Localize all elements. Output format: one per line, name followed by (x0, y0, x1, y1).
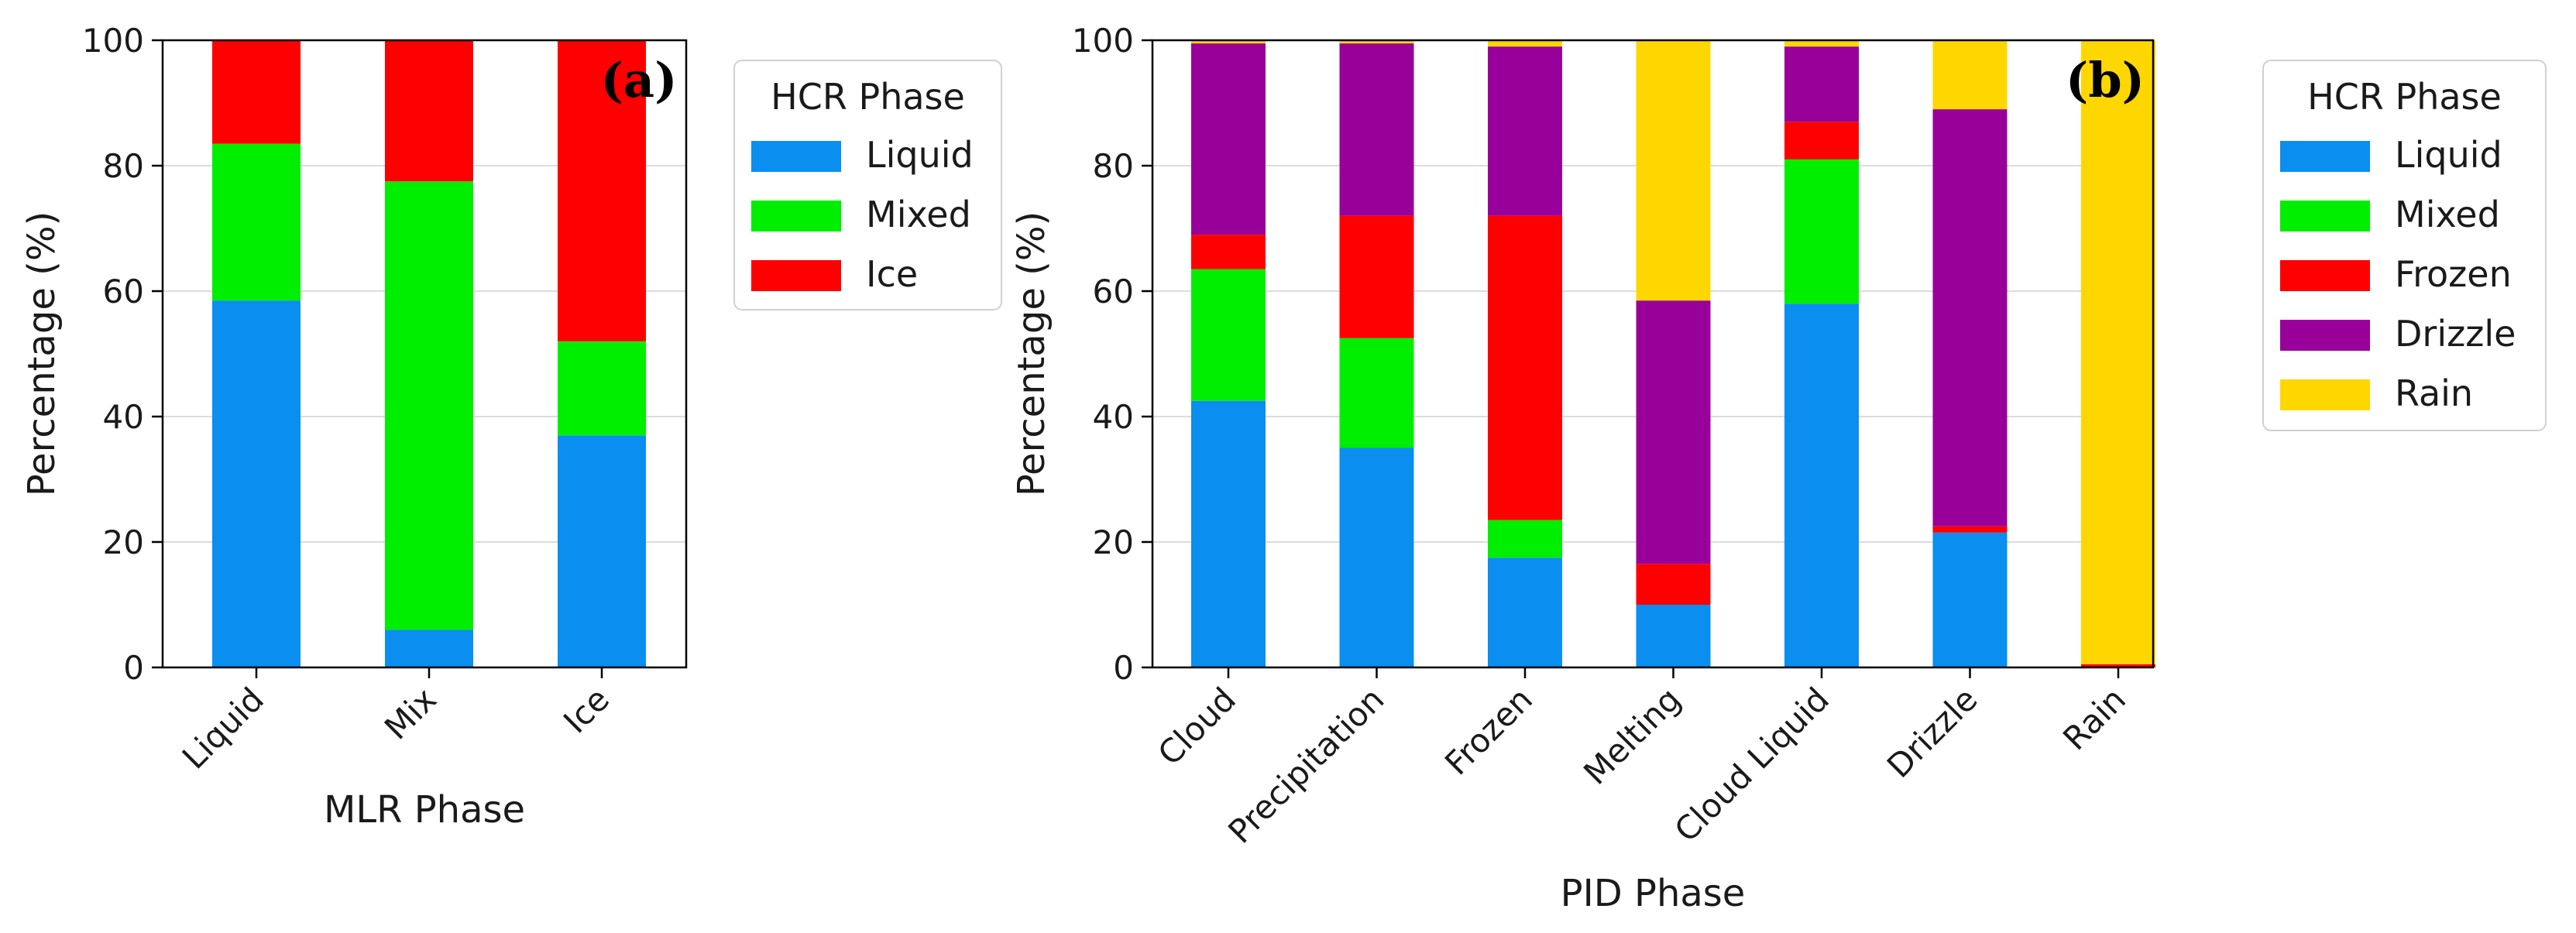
legend-label-mixed: Mixed (2395, 194, 2500, 235)
x-tick-label-rain: Rain (2056, 680, 2133, 757)
bar-ice-mixed (558, 341, 646, 436)
bar-liquid-ice (212, 40, 301, 144)
bar-cloud-liquid-rain (1784, 40, 1859, 47)
bar-drizzle-frozen (1932, 526, 2008, 533)
legend-label-drizzle: Drizzle (2395, 313, 2516, 355)
bar-ice-liquid (558, 435, 646, 667)
legend-label-frozen: Frozen (2395, 253, 2512, 295)
bar-cloud-drizzle (1191, 43, 1266, 235)
legend-title: HCR Phase (771, 76, 965, 118)
bar-precipitation-liquid (1339, 448, 1414, 667)
legend-label-liquid: Liquid (2395, 134, 2502, 176)
bar-mix-mixed (385, 181, 473, 630)
y-tick-label: 0 (123, 649, 144, 687)
legend-swatch-drizzle (2280, 320, 2370, 351)
y-tick-label: 60 (103, 273, 144, 310)
x-tick-label-precipitation: Precipitation (1221, 680, 1391, 850)
x-axis-title: PID Phase (1561, 872, 1746, 915)
x-tick-label-melting: Melting (1576, 680, 1688, 791)
bar-ice-ice (558, 40, 646, 341)
axes-frame (161, 39, 688, 669)
legend-label-mixed: Mixed (866, 194, 971, 235)
y-tick-label: 20 (1093, 523, 1134, 561)
x-tick-label-drizzle: Drizzle (1880, 680, 1985, 785)
bar-melting-frozen (1636, 564, 1711, 605)
legend-swatch-mixed (2280, 201, 2370, 232)
bar-frozen-rain (1488, 40, 1562, 47)
x-tick-label-mix: Mix (377, 680, 444, 746)
bar-melting-liquid (1636, 605, 1711, 667)
bar-frozen-liquid (1488, 557, 1562, 667)
bar-cloud-mixed (1191, 269, 1266, 401)
x-tick-label-frozen: Frozen (1437, 680, 1540, 782)
y-tick-label: 40 (1093, 398, 1134, 436)
x-tick-label-cloud-liquid: Cloud Liquid (1668, 680, 1836, 849)
y-axis-title: Percentage (%) (1010, 211, 1053, 496)
bar-precipitation-rain (1339, 40, 1414, 44)
bar-frozen-drizzle (1488, 46, 1562, 216)
bar-mix-liquid (385, 629, 473, 667)
panel-label: (a) (601, 52, 678, 108)
y-tick-label: 100 (1072, 22, 1134, 60)
bar-precipitation-frozen (1339, 215, 1414, 338)
bar-mix-ice (385, 40, 473, 182)
y-tick-label: 80 (103, 147, 144, 185)
bar-rain-rain (2081, 40, 2155, 664)
legend: HCR Phase Liquid Mixed Frozen Drizzle Rain (2262, 60, 2547, 431)
bar-cloud-liquid-frozen (1784, 122, 1859, 160)
bar-drizzle-drizzle (1932, 109, 2008, 527)
chart-panel-0: 0 20 40 60 80 100 Liquid Mix Ice (a) Percentage (%… (20, 22, 1002, 832)
bar-cloud-liquid-liquid (1784, 304, 1859, 667)
bar-cloud-liquid (1191, 400, 1266, 667)
x-tick-label-cloud: Cloud (1151, 680, 1243, 772)
bar-cloud-rain (1191, 40, 1266, 44)
bar-cloud-frozen (1191, 235, 1266, 269)
y-tick-label: 20 (103, 523, 144, 561)
legend-swatch-ice (751, 260, 841, 291)
legend-label-rain: Rain (2395, 372, 2473, 414)
bar-drizzle-rain (1932, 40, 2008, 110)
legend-box (733, 60, 1002, 310)
legend-swatch-liquid (751, 141, 841, 172)
y-tick-label: 60 (1093, 273, 1134, 310)
x-tick-label-liquid: Liquid (175, 680, 271, 776)
legend-swatch-rain (2280, 379, 2370, 410)
bar-liquid-mixed (212, 143, 301, 301)
bar-drizzle-liquid (1932, 532, 2008, 667)
axes-frame (1151, 39, 2155, 669)
y-tick-label: 80 (1093, 147, 1134, 185)
y-tick-label: 100 (82, 22, 144, 60)
legend-swatch-mixed (751, 201, 841, 232)
legend-label-liquid: Liquid (866, 134, 974, 176)
bar-melting-rain (1636, 40, 1711, 301)
bar-cloud-liquid-mixed (1784, 159, 1859, 304)
bar-cloud-liquid-drizzle (1784, 46, 1859, 122)
y-tick-label: 40 (103, 398, 144, 436)
bar-precipitation-drizzle (1339, 43, 1414, 216)
legend: HCR Phase Liquid Mixed Ice (733, 60, 1002, 310)
legend-swatch-frozen (2280, 260, 2370, 291)
bar-rain-frozen (2081, 664, 2155, 667)
x-axis-title: MLR Phase (324, 788, 525, 832)
legend-title: HCR Phase (2307, 76, 2502, 118)
x-tick-label-ice: Ice (556, 680, 617, 740)
bar-precipitation-mixed (1339, 338, 1414, 448)
bar-melting-drizzle (1636, 300, 1711, 564)
y-tick-label: 0 (1113, 649, 1134, 687)
legend-swatch-liquid (2280, 141, 2370, 172)
bar-frozen-frozen (1488, 215, 1562, 520)
legend-label-ice: Ice (866, 253, 918, 295)
panel-label: (b) (2066, 52, 2145, 108)
bar-frozen-mixed (1488, 520, 1562, 558)
y-axis-title: Percentage (%) (20, 211, 64, 496)
bar-liquid-liquid (212, 300, 301, 667)
